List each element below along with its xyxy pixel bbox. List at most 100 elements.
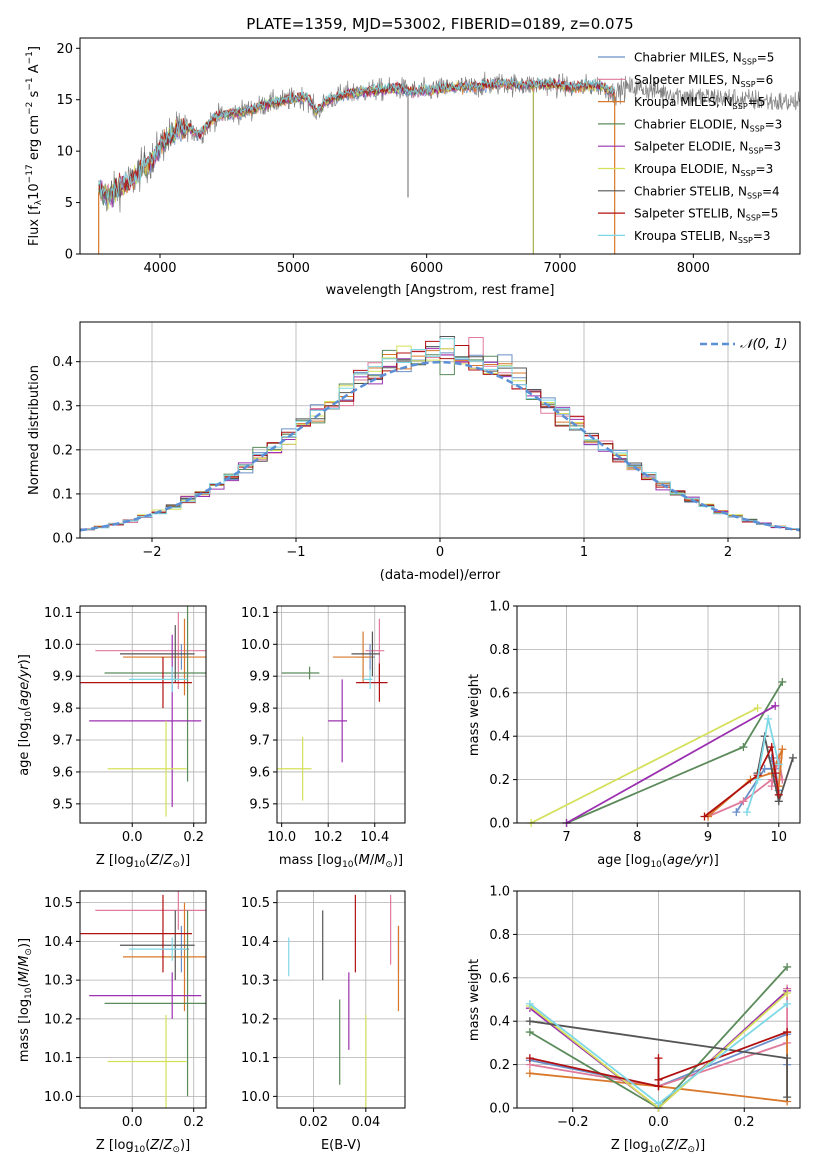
y-tick-label: 10.5	[241, 896, 270, 911]
y-tick-label: 9.9	[52, 670, 73, 685]
y-tick-label: 9.6	[249, 765, 270, 780]
normal-distribution-curve	[79, 360, 801, 532]
weight-marker	[753, 703, 762, 712]
x-tick-label: 2	[724, 545, 732, 560]
weight-marker	[783, 962, 792, 971]
y-tick-label: 0.6	[489, 686, 510, 701]
age-vs-Z-axes-frame	[79, 605, 207, 824]
x-tick-label: 10	[771, 830, 788, 845]
x-tick-label: 10.0	[267, 830, 296, 845]
weight-marker	[778, 745, 787, 754]
weight-marker	[778, 677, 787, 686]
y-tick-label: 0.0	[489, 817, 510, 832]
spectrum-legend: Chabrier MILES, NSSP=5 Salpeter MILES, NS…	[598, 51, 782, 245]
mass-vs-EBV-errorbars	[288, 894, 400, 1108]
weight-marker	[767, 782, 776, 791]
weight-marker	[732, 808, 741, 817]
histogram-axes-frame	[79, 321, 801, 539]
x-tick-label: 4000	[143, 261, 176, 276]
y-tick-label: 10.1	[241, 1051, 270, 1066]
weight-marker	[654, 1099, 663, 1108]
weight-marker	[739, 797, 748, 806]
x-tick-label: 10.4	[360, 830, 389, 845]
weight-marker	[771, 769, 780, 778]
age-vs-mass-errorbars	[277, 618, 388, 801]
y-tick-label: 10.0	[44, 638, 73, 653]
x-tick-label: 5000	[277, 261, 310, 276]
weight-vs-Z-ylabel: mass weight	[467, 959, 482, 1041]
y-tick-label: 20	[56, 42, 73, 57]
y-tick-label: 1.0	[489, 600, 510, 615]
y-tick-label: 10.5	[44, 896, 73, 911]
y-tick-label: 10.2	[44, 1012, 73, 1027]
weight-marker	[525, 1028, 534, 1037]
y-tick-label: 0.2	[489, 1058, 510, 1073]
y-tick-label: 10.3	[44, 974, 73, 989]
y-tick-label: 15	[56, 93, 73, 108]
x-tick-label: 1	[580, 545, 588, 560]
weight-line-salpeter-elodie	[566, 705, 776, 824]
weight-vs-Z-panel: −0.2 0.0 0.2 0.0 0.2 0.4 0.6 0.8 1.0 Z [log10(Z/…	[467, 885, 801, 1155]
residual-histogram-panel: −2 −1 0 1 2 0.0 0.1 0.2 0.3 0.4 𝒩(0, 1) (data-mod…	[27, 321, 801, 583]
x-tick-label: −1	[286, 545, 305, 560]
x-tick-label: 6000	[410, 261, 443, 276]
y-tick-label: 10	[56, 145, 73, 160]
x-tick-label: 0.2	[734, 1115, 755, 1130]
weight-marker	[525, 1017, 534, 1026]
y-tick-label: 9.7	[52, 734, 73, 749]
y-tick-label: 0.0	[52, 532, 73, 547]
x-tick-label: 0.02	[299, 1115, 328, 1130]
weight-vs-age-lines	[527, 677, 797, 827]
y-tick-label: 10.1	[44, 1051, 73, 1066]
x-tick-label: −0.2	[557, 1115, 589, 1130]
weight-marker	[783, 1093, 792, 1102]
weight-marker	[700, 812, 709, 821]
y-tick-label: 9.5	[249, 797, 270, 812]
legend-label: Kroupa STELIB, NSSP=3	[634, 229, 771, 245]
y-tick-label: 0.6	[489, 971, 510, 986]
legend-label: Kroupa MILES, NSSP=5	[634, 95, 765, 111]
x-tick-label: 0.0	[122, 830, 143, 845]
age-vs-Z-ylabel: age [log10(age/yr)]	[17, 654, 34, 776]
mass-vs-EBV-xlabel: E(B-V)	[321, 1138, 361, 1153]
x-tick-label: 7000	[543, 261, 576, 276]
age-vs-mass-grid: 10.0 10.2 10.4 9.5 9.6 9.7 9.8 9.9 10.0 10.1	[241, 606, 405, 845]
legend-label: Kroupa ELODIE, NSSP=3	[634, 162, 773, 178]
x-tick-label: 0.04	[351, 1115, 380, 1130]
y-tick-label: 0.3	[52, 399, 73, 414]
x-tick-label: 9	[704, 830, 712, 845]
spectrum-axes-frame	[79, 37, 801, 255]
y-tick-label: 0.1	[52, 487, 73, 502]
spectrum-series	[98, 71, 801, 254]
weight-marker	[783, 1054, 792, 1063]
age-vs-Z-grid: 0.0 0.2 9.5 9.6 9.7 9.8 9.9 10.0 10.1	[44, 606, 206, 845]
normal-legend-label: 𝒩(0, 1)	[740, 337, 787, 352]
weight-marker	[742, 808, 751, 817]
y-tick-label: 9.9	[249, 670, 270, 685]
x-tick-label: 0.0	[122, 1115, 143, 1130]
weight-marker	[774, 790, 783, 799]
legend-label: Chabrier MILES, NSSP=5	[634, 51, 774, 67]
weight-marker	[525, 1069, 534, 1078]
mass-vs-EBV-panel: 0.02 0.04 10.0 10.1 10.2 10.3 10.4 10.5 E(B-V)	[241, 890, 406, 1153]
weight-vs-age-xlabel: age [log10(age/yr)]	[597, 853, 719, 870]
x-tick-label: 0.2	[183, 1115, 204, 1130]
spectrum-xlabel: wavelength [Angstrom, rest frame]	[326, 283, 555, 298]
x-tick-label: 0.2	[183, 830, 204, 845]
legend-label: Salpeter ELODIE, NSSP=3	[634, 140, 781, 156]
weight-marker	[753, 775, 762, 784]
spectrum-ticks: 4000 5000 6000 7000 8000 0 5 10 15 20	[56, 42, 709, 276]
legend-label: Salpeter STELIB, NSSP=5	[634, 207, 778, 223]
age-vs-Z-panel: 0.0 0.2 9.5 9.6 9.7 9.8 9.9 10.0 10.1 Z [log10(Z…	[17, 605, 207, 870]
x-tick-label: 0.0	[648, 1115, 669, 1130]
legend-label: Chabrier STELIB, NSSP=4	[634, 184, 780, 200]
spectrum-panel: 4000 5000 6000 7000 8000 0 5 10 15 20 Chabrier MI…	[25, 37, 801, 298]
y-tick-label: 9.5	[52, 797, 73, 812]
y-tick-label: 0.4	[489, 1015, 510, 1030]
age-vs-Z-xlabel: Z [log10(Z/Z⊙)]	[96, 853, 190, 870]
y-tick-label: 10.4	[44, 935, 73, 950]
age-vs-Z-errorbars	[80, 606, 206, 817]
weight-marker	[771, 701, 780, 710]
